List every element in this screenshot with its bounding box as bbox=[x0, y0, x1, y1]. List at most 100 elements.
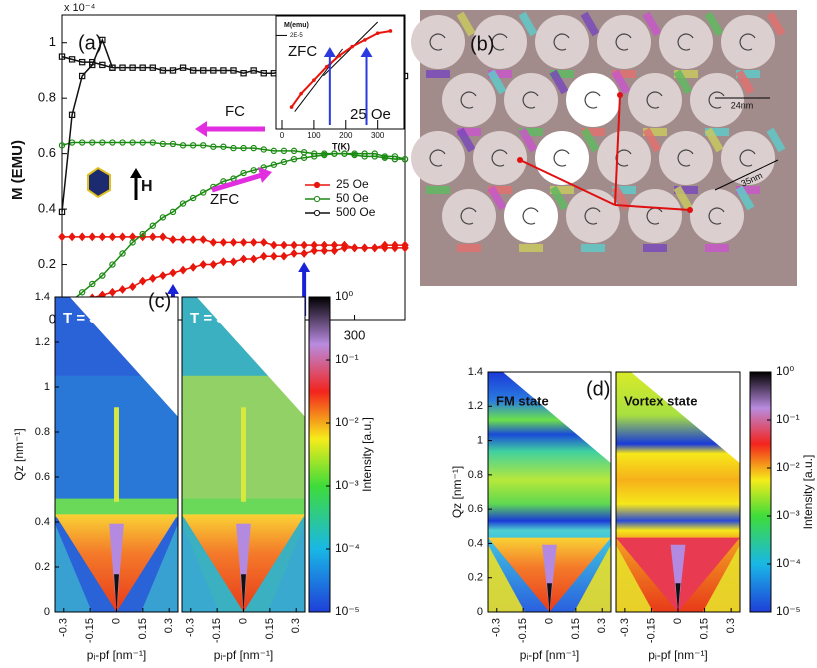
data-point bbox=[78, 289, 86, 296]
heatmap-cone bbox=[488, 544, 611, 612]
annotation: ZFC bbox=[210, 191, 239, 208]
bar-magnet bbox=[673, 69, 693, 95]
y-tick-label: 1 bbox=[49, 34, 56, 49]
data-point bbox=[169, 140, 177, 148]
data-point bbox=[99, 61, 106, 69]
data-point bbox=[179, 64, 187, 71]
data-point bbox=[189, 142, 197, 149]
sample-icon bbox=[87, 166, 111, 199]
data-point bbox=[210, 143, 217, 150]
data-point bbox=[209, 237, 218, 247]
nanodot bbox=[442, 189, 496, 243]
data-point bbox=[311, 150, 318, 157]
nanodot bbox=[721, 15, 775, 69]
bar-magnet bbox=[612, 186, 636, 194]
heatmap-spike bbox=[109, 523, 124, 612]
data-point bbox=[89, 58, 96, 66]
data-point bbox=[199, 235, 208, 245]
x-tick-label: -0.15 bbox=[211, 618, 223, 643]
nanodot bbox=[721, 131, 775, 185]
y-tick-label: 1 bbox=[477, 434, 483, 446]
bar-magnet bbox=[705, 128, 729, 136]
data-point bbox=[391, 155, 399, 163]
panel-label: (d) bbox=[586, 378, 610, 400]
y-tick-label: 0.6 bbox=[35, 471, 50, 483]
bar-magnet bbox=[704, 127, 724, 153]
data-point bbox=[239, 237, 248, 247]
data-point bbox=[129, 239, 136, 246]
data-point bbox=[78, 72, 86, 80]
transition-arrow-head bbox=[360, 47, 373, 57]
data-point bbox=[312, 78, 316, 83]
data-point bbox=[209, 260, 218, 269]
data-point bbox=[119, 139, 126, 146]
data-point bbox=[363, 38, 367, 42]
data-point bbox=[331, 150, 338, 157]
data-point bbox=[240, 70, 247, 77]
data-point bbox=[270, 251, 278, 261]
colorbar-tick-label: 10⁻¹ bbox=[776, 412, 800, 426]
x-tick-label: 0.3 bbox=[725, 618, 737, 633]
data-point bbox=[118, 232, 127, 242]
data-point bbox=[109, 139, 116, 146]
data-point bbox=[119, 250, 126, 257]
data-point bbox=[149, 139, 156, 146]
x-axis-label: pᵢ-pf [nm⁻¹] bbox=[520, 648, 580, 662]
annotation-arrow-head bbox=[258, 167, 272, 183]
bar-magnet bbox=[673, 185, 693, 211]
y-axis-label: M (EMU) bbox=[9, 140, 26, 200]
y-tick-label: 0.8 bbox=[35, 426, 50, 438]
data-point bbox=[169, 208, 177, 216]
panel-label: (c) bbox=[148, 290, 171, 312]
y-tick-label: 0.6 bbox=[468, 503, 483, 515]
data-point bbox=[260, 146, 267, 153]
y-tick-label: 0.4 bbox=[35, 516, 50, 528]
data-point bbox=[290, 155, 298, 163]
heatmap-spike bbox=[670, 544, 686, 612]
x-tick-label: 0.15 bbox=[570, 618, 582, 639]
vortex-arrow bbox=[677, 33, 694, 51]
bar-magnet bbox=[581, 244, 605, 252]
data-point bbox=[341, 150, 348, 157]
bar-magnet bbox=[735, 69, 755, 95]
heatmap-mask bbox=[502, 372, 611, 464]
data-point bbox=[391, 243, 399, 253]
bar-magnet bbox=[704, 11, 724, 37]
annotation-arrow bbox=[211, 172, 263, 193]
data-point bbox=[118, 285, 127, 294]
data-point bbox=[260, 70, 267, 77]
x-tick-label: -0.15 bbox=[645, 618, 657, 643]
bar-magnet bbox=[488, 186, 512, 194]
data-point bbox=[361, 153, 368, 160]
data-point bbox=[58, 142, 66, 149]
data-point bbox=[250, 67, 257, 74]
data-point bbox=[220, 143, 227, 150]
bar-magnet bbox=[457, 244, 481, 252]
bar-magnet bbox=[488, 70, 512, 78]
data-point bbox=[189, 235, 197, 245]
vortex-arrow bbox=[429, 33, 446, 51]
data-point bbox=[108, 287, 117, 297]
data-point bbox=[210, 67, 217, 74]
data-point bbox=[139, 139, 146, 146]
heatmap-band bbox=[241, 407, 246, 502]
data-point bbox=[330, 246, 339, 256]
y-tick-label: 0.6 bbox=[38, 145, 56, 160]
bar-magnet bbox=[611, 69, 631, 95]
data-point bbox=[300, 149, 308, 156]
x-tick-label: 100 bbox=[307, 131, 321, 140]
data-point bbox=[169, 67, 177, 74]
data-point bbox=[270, 240, 278, 250]
data-point bbox=[270, 161, 278, 168]
panel-title: Vortex state bbox=[624, 393, 697, 408]
legend-label: 50 Oe bbox=[336, 191, 369, 205]
heatmap-mask bbox=[630, 372, 740, 464]
nanodot bbox=[690, 189, 744, 243]
colorbar-tick-label: 10⁻⁴ bbox=[776, 556, 801, 570]
data-point bbox=[310, 246, 318, 256]
x-tick-label: -0.3 bbox=[185, 618, 197, 637]
y-tick-label: 0.2 bbox=[35, 561, 50, 573]
nanodot bbox=[411, 131, 465, 185]
colorbar-tick-label: 10⁻² bbox=[335, 415, 359, 429]
data-point bbox=[200, 142, 207, 149]
